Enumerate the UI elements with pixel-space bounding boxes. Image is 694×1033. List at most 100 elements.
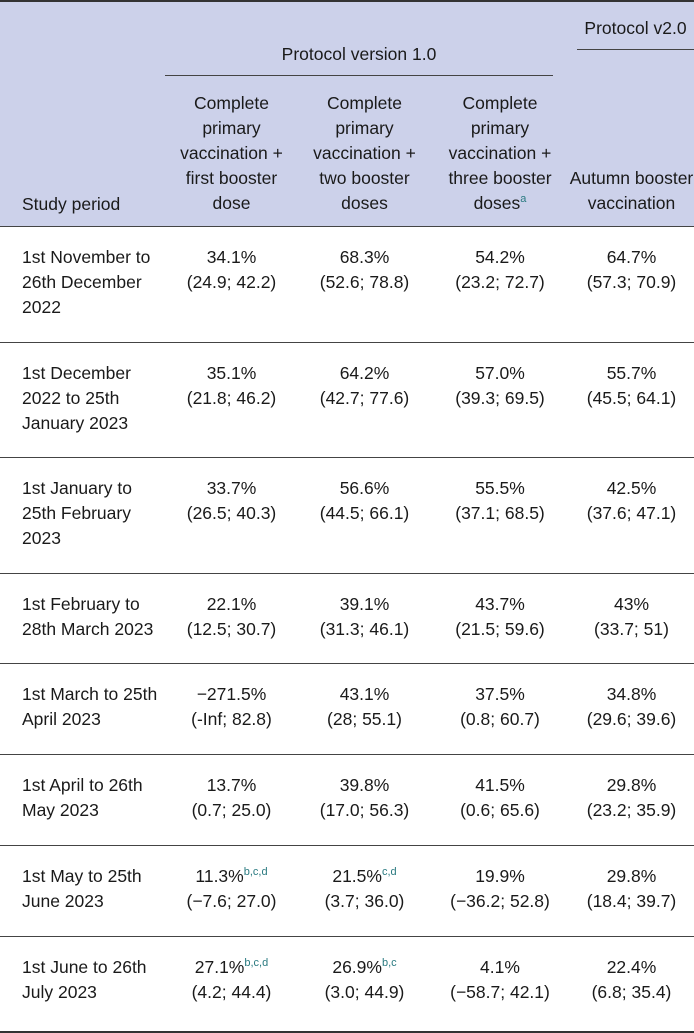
estimate-value: 41.5%: [475, 775, 525, 795]
effectiveness-cell: 13.7% (0.7; 25.0): [165, 755, 298, 846]
header-protocol-v1: Protocol version 1.0: [165, 1, 569, 78]
effectiveness-cell: 37.5% (0.8; 60.7): [431, 664, 569, 755]
estimate-value: 22.4%: [606, 957, 657, 977]
confidence-interval: (17.0; 56.3): [319, 800, 410, 820]
header-two-boosters: Complete primary vaccination + two boost…: [313, 93, 416, 213]
confidence-interval: (23.2; 35.9): [586, 800, 677, 820]
estimate-value: 29.8%: [606, 866, 657, 886]
confidence-interval: (0.6; 65.6): [460, 800, 540, 820]
estimate-value: 64.2%: [339, 362, 390, 383]
confidence-interval: (3.7; 36.0): [324, 891, 405, 911]
estimate-value: 43.7%: [475, 593, 525, 614]
header-three-boosters: Complete primary vaccination + three boo…: [448, 93, 552, 213]
effectiveness-cell: 55.7% (45.5; 64.1): [569, 342, 694, 458]
estimate-value: 4.1%: [480, 957, 520, 977]
effectiveness-cell: 34.8% (29.6; 39.6): [569, 664, 694, 755]
estimate-value: 34.8%: [606, 684, 657, 704]
confidence-interval: (12.5; 30.7): [186, 618, 277, 639]
effectiveness-cell: 64.2% (42.7; 77.6): [298, 342, 431, 458]
estimate-value: 33.7%: [206, 478, 257, 498]
estimate-value: 34.1%: [206, 247, 257, 267]
footnote-marker: b,c: [381, 957, 397, 969]
estimate-value: 42.5%: [606, 478, 657, 498]
header-first-booster: Complete primary vaccination + first boo…: [180, 93, 283, 213]
study-period-cell: 1st February to 28th March 2023: [22, 593, 154, 639]
estimate-value: 55.5%: [475, 478, 525, 498]
effectiveness-cell: 33.7% (26.5; 40.3): [165, 458, 298, 574]
confidence-interval: (−58.7; 42.1): [450, 982, 550, 1002]
confidence-interval: (21.8; 46.2): [186, 387, 277, 408]
confidence-interval: (23.2; 72.7): [455, 272, 545, 292]
estimate-value: 37.5%: [475, 684, 525, 704]
confidence-interval: (−7.6; 27.0): [186, 891, 277, 911]
confidence-interval: (3.0; 44.9): [324, 982, 405, 1002]
effectiveness-cell: 11.3%b,c,d (−7.6; 27.0): [165, 846, 298, 937]
study-period-cell: 1st June to 26th July 2023: [22, 957, 147, 1002]
table-body: 1st November to 26th December 2022 34.1% (…: [0, 226, 694, 1032]
confidence-interval: (0.7; 25.0): [191, 800, 272, 820]
effectiveness-cell: 39.1% (31.3; 46.1): [298, 573, 431, 664]
effectiveness-cell: 68.3% (52.6; 78.8): [298, 227, 431, 343]
confidence-interval: (24.9; 42.2): [186, 272, 277, 292]
estimate-value: 22.1%: [206, 593, 257, 614]
effectiveness-cell: 21.5%c,d (3.7; 36.0): [298, 846, 431, 937]
estimate-value: 54.2%: [475, 247, 525, 267]
confidence-interval: (29.6; 39.6): [586, 709, 677, 729]
table-row: 1st June to 26th July 2023 27.1%b,c,d (4.2…: [0, 936, 694, 1032]
study-period-cell: 1st December 2022 to 25th January 2023: [22, 362, 131, 433]
study-period-cell: 1st January to 25th February 2023: [22, 478, 132, 548]
confidence-interval: (28; 55.1): [327, 709, 402, 729]
confidence-interval: (44.5; 66.1): [319, 503, 410, 523]
table-header: Study period Protocol version 1.0 Protoc…: [0, 1, 694, 227]
estimate-value: 11.3%b,c,d: [195, 866, 268, 886]
table-row: 1st January to 25th February 2023 33.7% (2…: [0, 457, 694, 574]
footnote-marker: a: [520, 193, 527, 205]
header-autumn-booster: Autumn booster vaccination: [569, 168, 694, 213]
confidence-interval: (31.3; 46.1): [319, 618, 410, 639]
effectiveness-cell: 22.1% (12.5; 30.7): [165, 573, 298, 664]
effectiveness-cell: 29.8% (18.4; 39.7): [569, 846, 694, 937]
study-period-cell: 1st March to 25th April 2023: [22, 684, 158, 729]
confidence-interval: (0.8; 60.7): [460, 709, 540, 729]
footnote-marker: b,c,d: [244, 957, 269, 969]
estimate-value: 56.6%: [339, 478, 390, 498]
estimate-value: −271.5%: [196, 684, 267, 704]
confidence-interval: (-Inf; 82.8): [191, 709, 272, 729]
study-period-cell: 1st May to 25th June 2023: [22, 866, 142, 911]
effectiveness-cell: 22.4% (6.8; 35.4): [569, 937, 694, 1032]
confidence-interval: (37.6; 47.1): [586, 503, 677, 523]
confidence-interval: (45.5; 64.1): [586, 387, 677, 408]
estimate-value: 68.3%: [339, 247, 390, 267]
estimate-value: 43%: [613, 593, 650, 614]
estimate-value: 55.7%: [606, 362, 657, 383]
header-protocol-v2: Protocol v2.0: [569, 1, 694, 78]
effectiveness-cell: 57.0% (39.3; 69.5): [431, 342, 569, 458]
effectiveness-cell: 26.9%b,c (3.0; 44.9): [298, 937, 431, 1032]
footnote-marker: c,d: [381, 866, 397, 878]
confidence-interval: (21.5; 59.6): [455, 618, 545, 639]
effectiveness-cell: 19.9% (−36.2; 52.8): [431, 846, 569, 937]
effectiveness-cell: 42.5% (37.6; 47.1): [569, 458, 694, 574]
estimate-value: 13.7%: [206, 775, 257, 795]
confidence-interval: (42.7; 77.6): [319, 387, 410, 408]
table-row: 1st November to 26th December 2022 34.1% (…: [0, 226, 694, 343]
effectiveness-cell: 64.7% (57.3; 70.9): [569, 227, 694, 343]
effectiveness-cell: 39.8% (17.0; 56.3): [298, 755, 431, 846]
confidence-interval: (37.1; 68.5): [455, 503, 545, 523]
estimate-value: 27.1%b,c,d: [194, 957, 269, 977]
effectiveness-cell: 43.1% (28; 55.1): [298, 664, 431, 755]
effectiveness-cell: 43.7% (21.5; 59.6): [431, 573, 569, 664]
estimate-value: 64.7%: [606, 247, 657, 267]
estimate-value: 21.5%c,d: [332, 866, 397, 886]
estimate-value: 57.0%: [475, 362, 525, 383]
effectiveness-cell: 4.1% (−58.7; 42.1): [431, 937, 569, 1032]
effectiveness-cell: 34.1% (24.9; 42.2): [165, 227, 298, 343]
estimate-value: 29.8%: [606, 775, 657, 795]
table-row: 1st April to 26th May 2023 13.7% (0.7; 25.…: [0, 754, 694, 846]
header-study-period: Study period: [22, 194, 121, 214]
confidence-interval: (6.8; 35.4): [591, 982, 672, 1002]
table-row: 1st December 2022 to 25th January 2023 35…: [0, 342, 694, 458]
estimate-value: 43.1%: [339, 684, 390, 704]
confidence-interval: (18.4; 39.7): [586, 891, 677, 911]
effectiveness-cell: 35.1% (21.8; 46.2): [165, 342, 298, 458]
